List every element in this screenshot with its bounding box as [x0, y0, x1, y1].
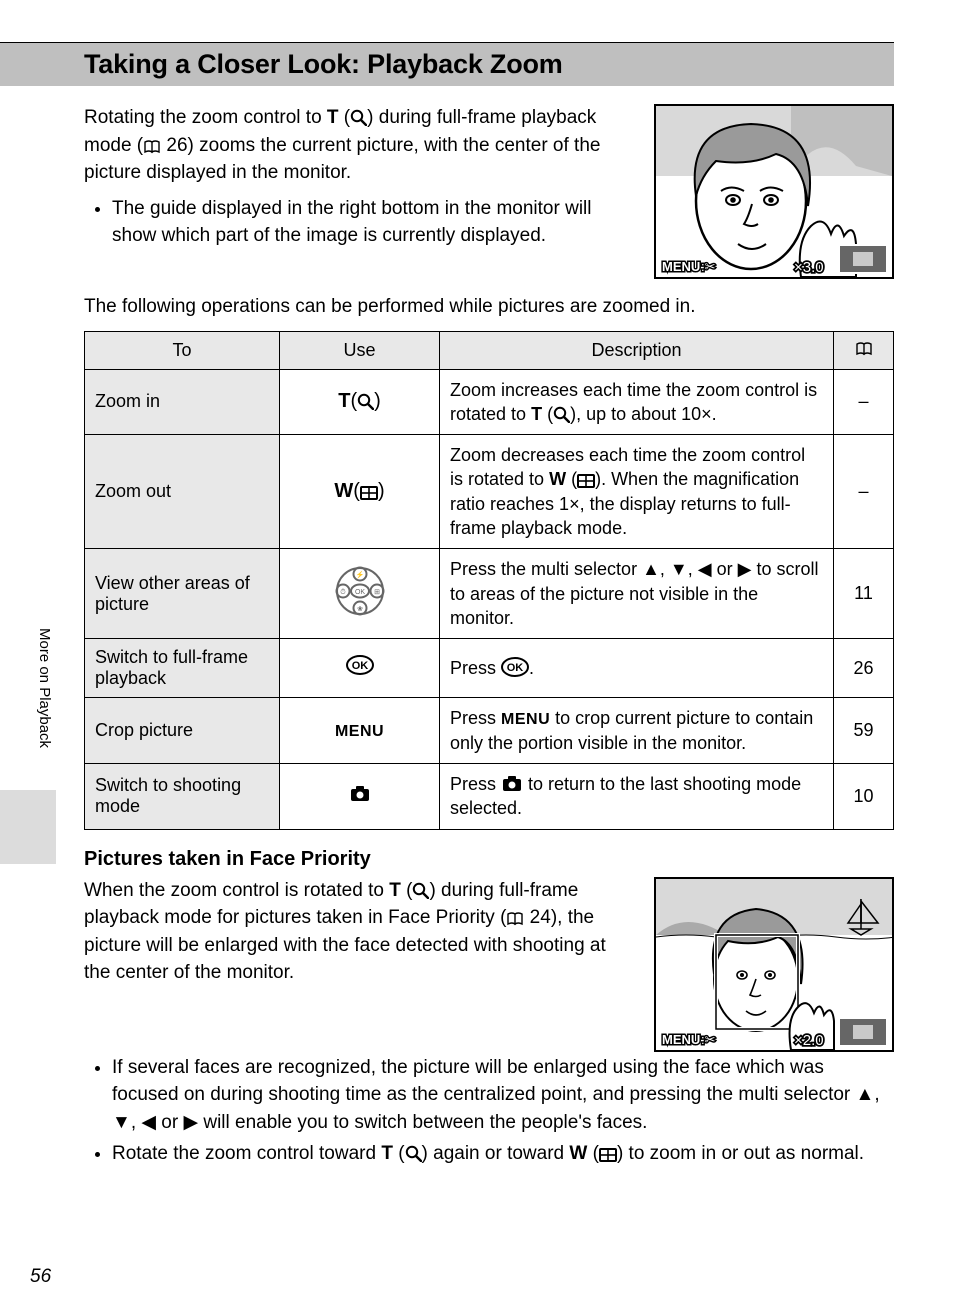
col-page	[834, 331, 894, 369]
operations-table: To Use Description Zoom in T() Zoom incr…	[84, 331, 894, 830]
thumbs-icon	[577, 474, 595, 488]
book-icon	[506, 911, 524, 926]
menu-label: MENU	[501, 711, 550, 728]
face-bullet-1: If several faces are recognized, the pic…	[112, 1054, 894, 1137]
cell-to: Zoom out	[85, 435, 280, 549]
right-arrow-icon: ▶	[183, 1112, 198, 1133]
magnify-icon	[412, 882, 429, 899]
cell-desc: Press .	[440, 639, 834, 698]
intro-text: Rotating the zoom control to T () during…	[84, 104, 636, 260]
cell-use: T()	[280, 369, 440, 435]
cell-page: –	[834, 369, 894, 435]
text: 26) zooms the current picture, with the …	[84, 135, 600, 184]
table-row: Switch to shooting mode Press to return …	[85, 764, 894, 830]
down-arrow-icon: ▼	[670, 559, 688, 579]
svg-text:MENU: MENU	[662, 1032, 700, 1047]
screen-illustration-2: MENU :✂ ×2.0	[654, 877, 894, 1052]
cell-use: W()	[280, 435, 440, 549]
table-row: Switch to full-frame playback Press . 26	[85, 639, 894, 698]
cell-page: 26	[834, 639, 894, 698]
cell-page: 11	[834, 549, 894, 639]
cell-to: View other areas of picture	[85, 549, 280, 639]
left-arrow-icon: ◀	[698, 559, 712, 579]
text: Rotating the zoom control to	[84, 107, 327, 128]
thumbs-icon	[599, 1148, 617, 1162]
magnify-icon	[405, 1145, 422, 1162]
page-title: Taking a Closer Look: Playback Zoom	[84, 49, 894, 80]
svg-text::✂: :✂	[701, 1032, 716, 1047]
book-icon	[143, 139, 161, 154]
cell-page: 59	[834, 698, 894, 764]
table-row: View other areas of picture Press the mu…	[85, 549, 894, 639]
cell-to: Switch to shooting mode	[85, 764, 280, 830]
svg-text::✂: :✂	[701, 259, 716, 274]
thumbs-icon	[360, 486, 378, 500]
col-desc: Description	[440, 331, 834, 369]
cell-page: 10	[834, 764, 894, 830]
menu-overlay: MENU	[662, 259, 700, 274]
t-label: T	[389, 880, 401, 901]
cell-use	[280, 639, 440, 698]
face-priority-heading: Pictures taken in Face Priority	[84, 848, 894, 871]
svg-text:×2.0: ×2.0	[794, 1032, 824, 1049]
cell-page: –	[834, 435, 894, 549]
page-content: Taking a Closer Look: Playback Zoom Rota…	[0, 0, 954, 1314]
table-row: Zoom out W() Zoom decreases each time th…	[85, 435, 894, 549]
t-label: T	[327, 107, 339, 128]
screen-illustration-1: MENU :✂ ×3.0	[654, 104, 894, 279]
lead-text: The following operations can be performe…	[84, 293, 894, 321]
face-priority-text: When the zoom control is rotated to T ()…	[84, 877, 636, 993]
magnify-icon	[350, 109, 367, 126]
right-arrow-icon: ▶	[738, 559, 752, 579]
down-arrow-icon: ▼	[112, 1112, 131, 1133]
col-use: Use	[280, 331, 440, 369]
multiselector-icon	[334, 565, 386, 617]
camera-icon	[349, 783, 371, 803]
up-arrow-icon: ▲	[642, 559, 660, 579]
col-to: To	[85, 331, 280, 369]
intro-bullet: The guide displayed in the right bottom …	[112, 195, 636, 250]
magnify-icon	[553, 406, 570, 423]
magnify-icon	[357, 393, 374, 410]
cell-to: Crop picture	[85, 698, 280, 764]
ok-icon	[501, 657, 529, 677]
cell-to: Zoom in	[85, 369, 280, 435]
cell-use	[280, 764, 440, 830]
cell-desc: Press MENU to crop current picture to co…	[440, 698, 834, 764]
up-arrow-icon: ▲	[856, 1084, 875, 1105]
cell-desc: Press to return to the last shooting mod…	[440, 764, 834, 830]
left-arrow-icon: ◀	[141, 1112, 156, 1133]
table-row: Crop picture MENU Press MENU to crop cur…	[85, 698, 894, 764]
title-bar: Taking a Closer Look: Playback Zoom	[0, 42, 894, 86]
cell-desc: Press the multi selector ▲, ▼, ◀ or ▶ to…	[440, 549, 834, 639]
w-label: W	[569, 1143, 587, 1164]
table-row: Zoom in T() Zoom increases each time the…	[85, 369, 894, 435]
cell-to: Switch to full-frame playback	[85, 639, 280, 698]
ok-icon	[346, 655, 374, 675]
cell-use	[280, 549, 440, 639]
text: (	[339, 107, 351, 128]
cell-desc: Zoom increases each time the zoom contro…	[440, 369, 834, 435]
cell-use: MENU	[280, 698, 440, 764]
cell-desc: Zoom decreases each time the zoom contro…	[440, 435, 834, 549]
svg-text:×3.0: ×3.0	[794, 259, 824, 276]
face-bullet-2: Rotate the zoom control toward T () agai…	[112, 1140, 894, 1168]
t-label: T	[381, 1143, 393, 1164]
camera-icon	[501, 773, 523, 793]
menu-label: MENU	[335, 723, 384, 740]
face-bullets: If several faces are recognized, the pic…	[84, 1054, 894, 1168]
